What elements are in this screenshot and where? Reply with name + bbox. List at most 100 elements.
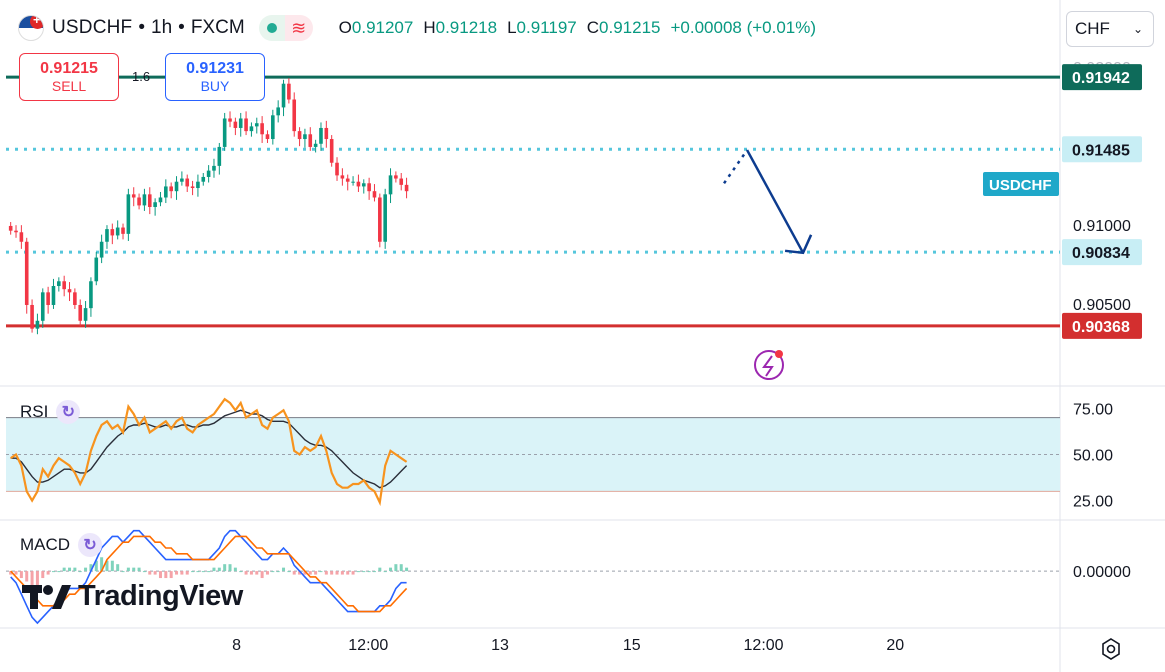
symbol-name[interactable]: USDCHF <box>52 17 133 38</box>
usdchf-flag-icon <box>18 15 44 41</box>
candle-body <box>30 304 34 329</box>
macd-histogram-bar <box>46 571 50 575</box>
candle-body <box>356 181 361 187</box>
refresh-icon[interactable]: ↻ <box>56 400 81 424</box>
buy-label: BUY <box>200 78 230 94</box>
buy-button[interactable]: 0.91231 BUY <box>165 53 265 101</box>
level-price-label: 0.91485 <box>1072 142 1130 159</box>
refresh-icon[interactable]: ↻ <box>78 533 103 557</box>
candle-body <box>297 131 302 140</box>
currency-select[interactable]: CHF ⌄ <box>1066 11 1154 47</box>
time-tick-label: 12:00 <box>348 637 388 654</box>
candle-body <box>180 178 184 182</box>
macd-histogram-bar <box>265 571 269 575</box>
candle-body <box>89 281 93 309</box>
market-status-pill[interactable]: ≋ <box>258 15 313 41</box>
time-tick-label: 20 <box>886 637 904 654</box>
level-price-label: 0.90368 <box>1072 319 1130 336</box>
candle-body <box>329 139 334 163</box>
macd-histogram-bar <box>356 571 360 573</box>
macd-histogram-bar <box>217 567 221 572</box>
candle-body <box>35 320 40 329</box>
candle-body <box>94 257 99 282</box>
macd-histogram-bar <box>185 571 189 575</box>
notification-dot-icon <box>775 350 783 358</box>
macd-histogram-bar <box>244 571 248 575</box>
macd-histogram-bar <box>255 571 259 575</box>
symbol-tag-label: USDCHF <box>989 177 1052 194</box>
candle-body <box>40 292 45 321</box>
candle-body <box>99 241 104 258</box>
macd-histogram-bar <box>100 557 104 572</box>
candle-body <box>308 134 313 147</box>
macd-histogram-bar <box>271 571 275 573</box>
candle-body <box>394 175 398 179</box>
macd-histogram-bar <box>389 567 393 572</box>
macd-histogram-bar <box>223 564 227 572</box>
macd-histogram-bar <box>132 567 136 572</box>
macd-histogram-bar <box>303 571 307 575</box>
candle-body <box>324 127 329 140</box>
candle-body <box>67 289 72 293</box>
macd-histogram-bar <box>180 571 184 575</box>
macd-histogram-bar <box>372 571 376 573</box>
candle-body <box>383 194 387 242</box>
macd-histogram-bar <box>260 571 264 579</box>
interval[interactable]: 1h <box>151 17 173 38</box>
tradingview-logo[interactable]: TradingView <box>22 580 243 613</box>
candle-body <box>142 194 147 206</box>
candle-body <box>292 99 297 132</box>
candle-body <box>147 194 152 207</box>
macd-tick-label: 0.00000 <box>1073 564 1131 581</box>
candle-body <box>110 229 115 236</box>
candle-body <box>158 197 163 203</box>
candle-body <box>153 202 157 207</box>
high-label: H <box>423 18 436 37</box>
macd-histogram-bar <box>346 571 350 575</box>
macd-histogram-bar <box>35 571 39 585</box>
macd-histogram-bar <box>57 571 61 573</box>
macd-histogram-bar <box>30 571 34 585</box>
candle-body <box>164 186 168 198</box>
candle-body <box>287 83 291 100</box>
macd-histogram-bar <box>191 571 195 573</box>
level-tag-support <box>1062 312 1142 339</box>
rsi-tick-label: 25.00 <box>1073 494 1113 511</box>
macd-histogram-bar <box>169 571 173 579</box>
time-tick-label: 15 <box>623 637 641 654</box>
candle-body <box>196 181 200 189</box>
candle-body <box>121 227 125 234</box>
spread-value: 1.6 <box>132 69 151 84</box>
macd-histogram-bar <box>201 571 205 573</box>
candle-body <box>115 227 120 236</box>
candle-body <box>169 186 173 192</box>
macd-histogram-bar <box>51 571 55 573</box>
macd-histogram-bar <box>110 560 114 572</box>
macd-histogram-bar <box>335 571 339 575</box>
macd-histogram-bar <box>207 571 211 573</box>
macd-histogram-bar <box>367 571 371 573</box>
candle-body <box>8 225 13 231</box>
candle-body <box>372 191 377 198</box>
sell-button[interactable]: 0.91215 SELL <box>19 53 119 101</box>
candle-body <box>260 123 264 135</box>
settings-icon[interactable] <box>1100 638 1122 660</box>
candle-body <box>399 178 404 185</box>
candle-body <box>137 197 141 206</box>
price-tick-label: 0.91000 <box>1073 218 1131 235</box>
rsi-label: RSI ↻ <box>20 400 81 424</box>
candle-body <box>303 134 307 140</box>
sell-price: 0.91215 <box>40 60 98 77</box>
macd-histogram-bar <box>14 571 18 575</box>
macd-histogram-bar <box>73 567 77 572</box>
low-value: 0.91197 <box>516 18 577 37</box>
candle-body <box>78 304 83 321</box>
level-tag-lower-dotted <box>1062 239 1142 266</box>
ohlc-values: O0.91207 H0.91218 L0.91197 C0.91215 +0.0… <box>339 18 816 38</box>
candle-body <box>14 230 18 233</box>
macd-histogram-bar <box>105 560 109 572</box>
sell-label: SELL <box>51 78 87 94</box>
macd-histogram-bar <box>314 571 318 575</box>
close-label: C <box>586 18 600 37</box>
